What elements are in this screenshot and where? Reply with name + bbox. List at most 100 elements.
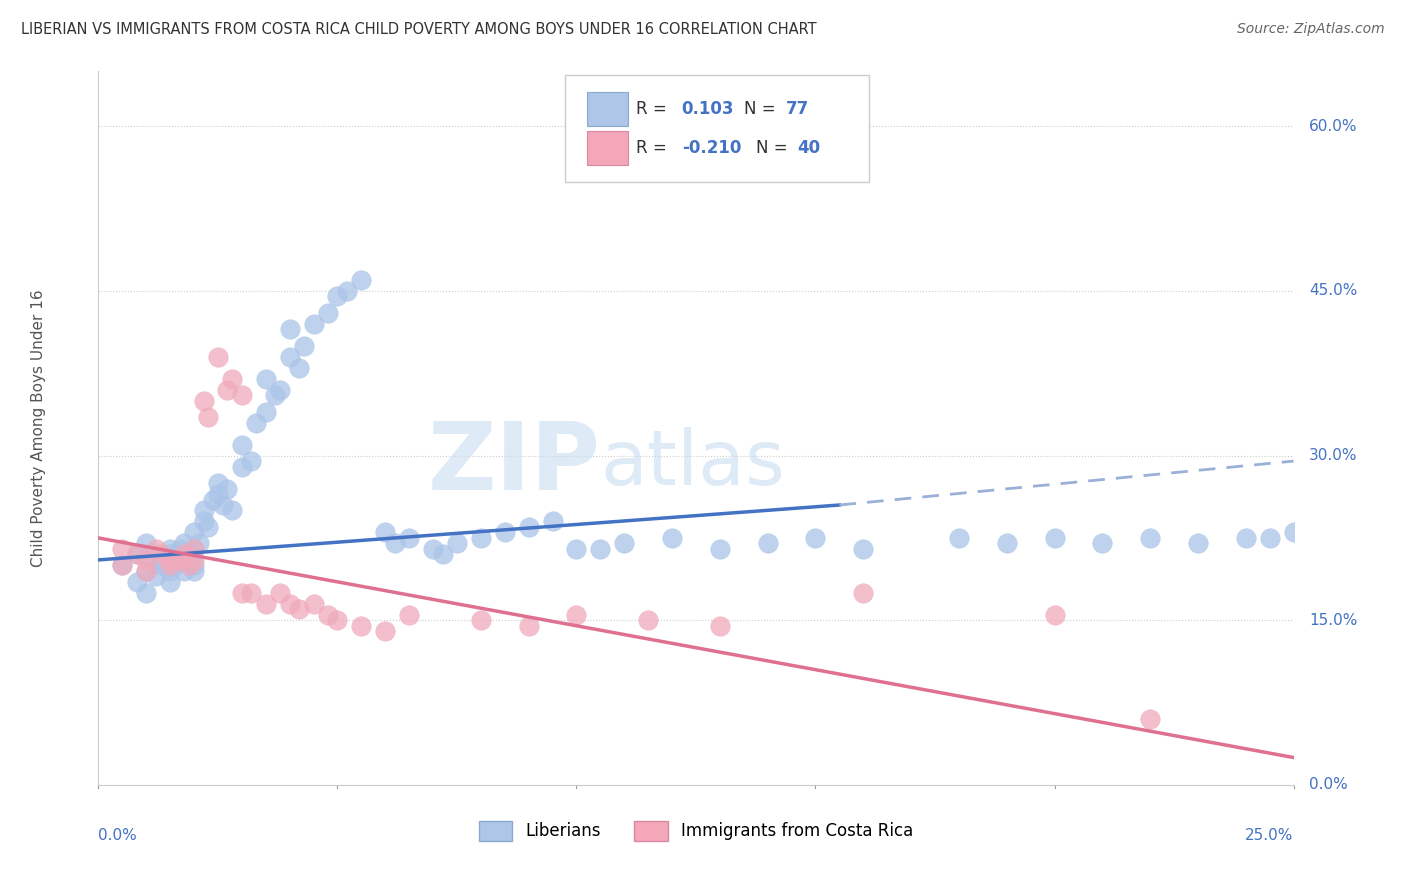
- Point: [264, 388, 287, 402]
- Point: [111, 541, 134, 556]
- Point: [240, 586, 263, 600]
- Point: [173, 564, 195, 578]
- Point: [135, 553, 157, 567]
- Point: [217, 383, 239, 397]
- Point: [231, 437, 253, 451]
- Point: [288, 360, 311, 375]
- Point: [288, 602, 311, 616]
- Point: [852, 541, 875, 556]
- Legend: Liberians, Immigrants from Costa Rica: Liberians, Immigrants from Costa Rica: [479, 821, 912, 841]
- Point: [240, 454, 263, 468]
- Point: [211, 498, 233, 512]
- Point: [207, 350, 229, 364]
- Point: [350, 273, 373, 287]
- Point: [517, 619, 540, 633]
- Point: [565, 607, 588, 622]
- Point: [125, 574, 148, 589]
- Point: [326, 613, 349, 627]
- Point: [948, 531, 970, 545]
- Point: [422, 541, 444, 556]
- Point: [661, 531, 683, 545]
- Point: [1187, 536, 1209, 550]
- Point: [278, 322, 301, 336]
- Point: [231, 459, 253, 474]
- Point: [269, 586, 291, 600]
- Point: [173, 536, 195, 550]
- Point: [374, 525, 396, 540]
- Point: [159, 574, 181, 589]
- Point: [193, 503, 215, 517]
- Point: [254, 372, 277, 386]
- Point: [217, 482, 239, 496]
- Point: [446, 536, 468, 550]
- Point: [231, 388, 253, 402]
- Text: Source: ZipAtlas.com: Source: ZipAtlas.com: [1237, 22, 1385, 37]
- Point: [159, 558, 181, 573]
- Text: -0.210: -0.210: [682, 139, 741, 157]
- Point: [398, 531, 420, 545]
- Text: 25.0%: 25.0%: [1246, 828, 1294, 843]
- Point: [135, 564, 157, 578]
- Point: [202, 492, 225, 507]
- Point: [374, 624, 396, 639]
- Point: [517, 520, 540, 534]
- Point: [111, 558, 134, 573]
- Point: [179, 553, 201, 567]
- Point: [179, 558, 201, 573]
- Text: ZIP: ZIP: [427, 417, 600, 510]
- Point: [135, 536, 157, 550]
- Point: [384, 536, 406, 550]
- Point: [125, 548, 148, 562]
- Point: [637, 613, 659, 627]
- FancyBboxPatch shape: [588, 92, 628, 127]
- Point: [221, 503, 243, 517]
- Point: [179, 548, 201, 562]
- Text: 45.0%: 45.0%: [1309, 284, 1357, 299]
- Point: [231, 586, 253, 600]
- Point: [756, 536, 779, 550]
- Point: [183, 541, 205, 556]
- Point: [245, 416, 267, 430]
- Point: [1139, 712, 1161, 726]
- Text: Child Poverty Among Boys Under 16: Child Poverty Among Boys Under 16: [31, 289, 46, 567]
- Point: [173, 548, 195, 562]
- Point: [1043, 607, 1066, 622]
- Point: [1258, 531, 1281, 545]
- Point: [193, 393, 215, 408]
- Point: [207, 476, 229, 491]
- Point: [254, 597, 277, 611]
- Point: [221, 372, 243, 386]
- Point: [470, 613, 492, 627]
- Point: [183, 564, 205, 578]
- Point: [316, 607, 339, 622]
- Point: [207, 487, 229, 501]
- Point: [254, 405, 277, 419]
- Point: [302, 597, 325, 611]
- Point: [336, 284, 359, 298]
- Text: 40: 40: [797, 139, 821, 157]
- Point: [193, 515, 215, 529]
- Point: [135, 564, 157, 578]
- Point: [183, 541, 205, 556]
- Point: [145, 541, 167, 556]
- Point: [302, 317, 325, 331]
- Point: [145, 569, 167, 583]
- Point: [278, 350, 301, 364]
- Point: [494, 525, 516, 540]
- Point: [183, 553, 205, 567]
- Point: [613, 536, 636, 550]
- Point: [1234, 531, 1257, 545]
- Point: [709, 619, 731, 633]
- Point: [709, 541, 731, 556]
- Text: atlas: atlas: [600, 427, 785, 500]
- Point: [135, 586, 157, 600]
- Point: [292, 339, 315, 353]
- Point: [541, 515, 564, 529]
- Point: [149, 558, 172, 573]
- Point: [169, 541, 191, 556]
- Point: [187, 536, 209, 550]
- Text: 0.103: 0.103: [682, 100, 734, 118]
- Point: [163, 558, 186, 573]
- Text: 60.0%: 60.0%: [1309, 119, 1358, 134]
- Point: [278, 597, 301, 611]
